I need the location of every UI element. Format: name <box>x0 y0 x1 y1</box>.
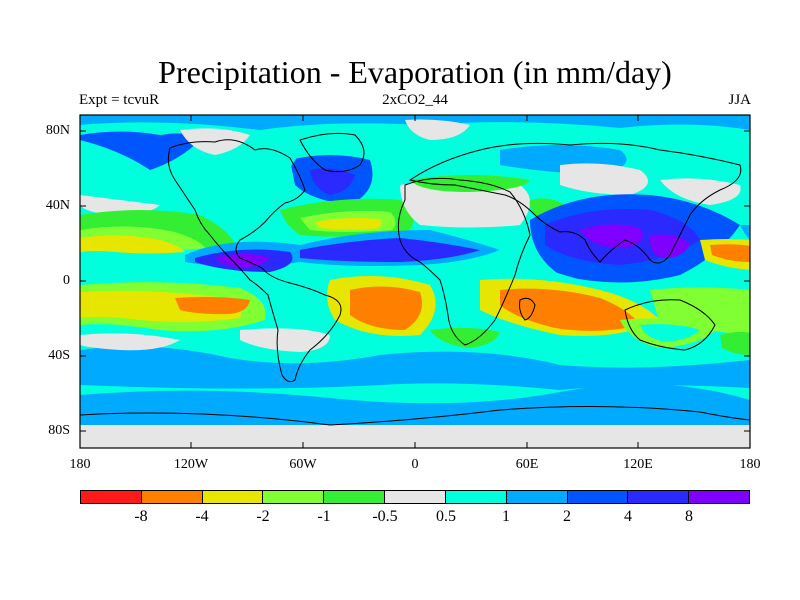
x-tick-label: 180 <box>69 457 91 472</box>
bay-of-bengal-core <box>580 224 643 248</box>
colorbar-swatch <box>445 491 507 503</box>
madagascar-coast <box>519 297 536 321</box>
central-asia-neutral <box>560 163 648 195</box>
americas-coast <box>167 139 342 383</box>
dateline-blue <box>740 225 750 240</box>
colorbar-swatch <box>202 491 264 503</box>
atlantic-itcz <box>300 238 480 262</box>
scandinavia-neutral <box>405 119 470 140</box>
colorbar <box>80 490 750 504</box>
colorbar-swatch <box>385 491 446 503</box>
colorbar-label: -0.5 <box>372 508 398 525</box>
y-tick-label: 80S <box>48 423 70 438</box>
y-tick-label: 0 <box>63 273 70 288</box>
e-pacific-itcz-core <box>215 254 270 268</box>
north-pacific-cyan <box>80 145 300 204</box>
greenland-coast <box>299 132 365 173</box>
colorbar-label: -1 <box>317 508 331 525</box>
se-pacific-orange <box>175 296 250 315</box>
colorbar-swatch <box>263 491 325 503</box>
north-pacific-blue <box>80 131 200 170</box>
n-atlantic-yellow <box>315 218 382 230</box>
colorbar-swatch <box>628 491 690 503</box>
africa-coast <box>397 177 531 346</box>
map-title: Precipitation - Evaporation (in mm/day) <box>158 54 672 90</box>
colorbar-label: 1 <box>502 508 510 525</box>
colorbar-label: -2 <box>256 508 270 525</box>
x-tick-label: 60E <box>515 457 539 472</box>
s-pacific-neutral <box>80 333 180 351</box>
x-tick-label: 180 <box>739 457 761 472</box>
colorbar-label: 4 <box>624 508 632 525</box>
west-pacific-core <box>649 234 690 259</box>
australia-coast <box>624 299 716 351</box>
scenario-label: 2xCO2_44 <box>382 92 448 108</box>
antarctic-neutral <box>80 425 750 448</box>
sahara-neutral <box>400 180 530 228</box>
coastlines <box>80 132 750 426</box>
ne-pacific-yellow <box>80 235 185 254</box>
north-atlantic-deep <box>310 168 355 195</box>
y-tick-label: 40S <box>48 348 70 363</box>
s-africa-green <box>430 327 500 348</box>
x-tick-label: 120W <box>173 457 209 472</box>
colorbar-swatch <box>567 491 629 503</box>
colorbar-swatch <box>324 491 386 503</box>
s-indian-orange <box>500 288 640 331</box>
colorbar-label: 8 <box>685 508 693 525</box>
nw-pacific-orange <box>710 244 750 262</box>
y-tick-label: 80N <box>45 123 70 138</box>
australia-cyan <box>640 324 700 342</box>
colorbar-swatch <box>506 491 568 503</box>
eurasia-coast <box>408 142 742 264</box>
y-tick-label: 40N <box>45 198 70 213</box>
colorbar-swatch <box>81 491 142 503</box>
experiment-label: Expt = tcvuR <box>79 92 160 108</box>
contour-field <box>80 115 750 448</box>
x-tick-label: 60W <box>289 457 317 472</box>
colorbar-swatch <box>141 491 203 503</box>
x-tick-label: 120E <box>623 457 653 472</box>
colorbar-label: 2 <box>563 508 571 525</box>
antarctica-coast <box>80 405 750 426</box>
nw-pacific-neutral <box>660 178 741 205</box>
colorbar-swatch <box>689 491 749 503</box>
s-america-neutral <box>240 328 330 352</box>
tasman-green <box>720 331 750 355</box>
s-atlantic-orange <box>350 286 423 330</box>
x-tick-label: 0 <box>411 457 419 472</box>
season-label: JJA <box>728 92 751 108</box>
axis-ticks <box>79 115 751 448</box>
colorbar-label: -8 <box>134 508 148 525</box>
colorbar-label: 0.5 <box>436 508 456 525</box>
southern-blue-band-2 <box>80 346 750 390</box>
colorbar-label: -4 <box>195 508 209 525</box>
